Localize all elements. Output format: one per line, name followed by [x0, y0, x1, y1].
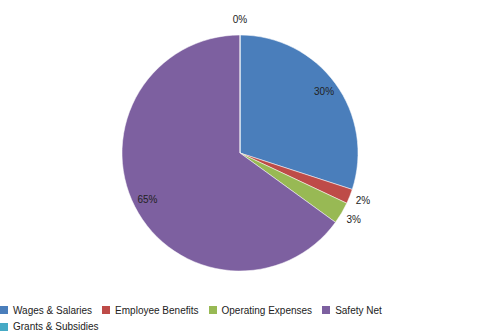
svg-text:0%: 0% — [233, 14, 248, 25]
html-text:Employee Benefits: Employee Benefits — [115, 304, 199, 316]
html-text:Grants & Subsidies: Grants & Subsidies — [13, 321, 99, 333]
html-text:Safety Net: Safety Net — [335, 304, 382, 316]
html-text:Wages & Salaries: Wages & Salaries — [13, 304, 93, 316]
svg-text:2%: 2% — [356, 195, 371, 206]
svg-text:3%: 3% — [347, 214, 362, 225]
svg-text:30%: 30% — [314, 86, 334, 97]
html-text:Operating Expenses: Operating Expenses — [221, 304, 313, 316]
svg-text:65%: 65% — [137, 194, 157, 205]
